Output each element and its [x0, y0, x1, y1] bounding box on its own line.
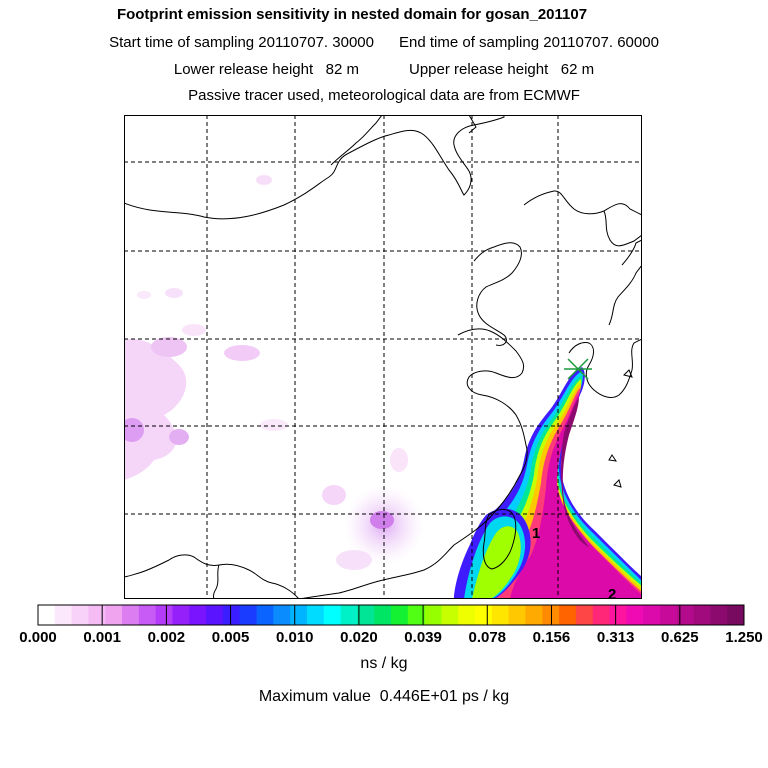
colorbar-tick-label: 0.313	[596, 629, 635, 646]
maximum-value-text: Maximum value 0.446E+01 ps / kg	[258, 688, 510, 705]
colorbar-swatch	[155, 605, 173, 625]
start-time-text: Start time of sampling 20110707. 30000	[109, 34, 374, 51]
colorbar-swatch	[290, 605, 308, 625]
colorbar-tick-label: 0.005	[211, 629, 250, 646]
colorbar-swatch	[71, 605, 89, 625]
colorbar-swatch	[643, 605, 661, 625]
colorbar-swatch	[374, 605, 392, 625]
colorbar-tick-label: 0.020	[340, 629, 378, 646]
colorbar-swatch	[88, 605, 106, 625]
colorbar-swatch	[357, 605, 375, 625]
colorbar-swatch	[206, 605, 224, 625]
coastlines	[124, 115, 642, 599]
end-time-text: End time of sampling 20110707. 60000	[399, 34, 659, 51]
colorbar-tick-label: 0.078	[468, 629, 507, 646]
colorbar-swatch	[407, 605, 426, 625]
colorbar-swatch	[424, 605, 442, 625]
gridlines	[124, 115, 642, 599]
colorbar-swatch	[575, 605, 594, 625]
tracer-info: Passive tracer used, meteorological data…	[188, 87, 580, 104]
colorbar-swatch	[122, 605, 140, 625]
colorbar-tick-label: 0.000	[19, 629, 57, 646]
colorbar-swatch	[306, 605, 325, 625]
colorbar-swatch	[239, 605, 258, 625]
colorbar-swatch	[525, 605, 543, 625]
colorbar-swatch	[105, 605, 123, 625]
taiwan-sensitivity	[457, 508, 531, 599]
colorbar-swatch	[54, 605, 73, 625]
colorbar-swatch	[491, 605, 510, 625]
lower-height-text: Lower release height 82 m	[173, 61, 359, 78]
colorbar-swatch	[542, 605, 560, 625]
upper-height-text: Upper release height 62 m	[409, 61, 595, 78]
receptor-site-marker	[564, 358, 592, 380]
colorbar-swatch	[508, 605, 526, 625]
colorbar-swatch	[441, 605, 459, 625]
colorbar-swatch	[710, 605, 728, 625]
release-height-line: Lower release height 82 m Upper release …	[0, 61, 768, 78]
colorbar-tick-label: 0.010	[275, 629, 314, 646]
plot-title: Footprint emission sensitivity in nested…	[116, 6, 588, 23]
colorbar-swatch	[172, 605, 190, 625]
sampling-time-line: Start time of sampling 20110707. 30000 E…	[0, 34, 768, 51]
colorbar-tick-label: 0.039	[404, 629, 442, 646]
colorbar-swatch	[676, 605, 695, 625]
colorbar-swatch	[189, 605, 207, 625]
colorbar-swatch	[222, 605, 241, 625]
colorbar-swatch	[391, 605, 409, 625]
colorbar-tick-label: 1.250	[725, 629, 763, 646]
colorbar-swatch	[592, 605, 611, 625]
footprint-map: 1 2	[124, 115, 642, 599]
colorbar-tick-label: 0.001	[83, 629, 121, 646]
colorbar-swatch	[256, 605, 274, 625]
colorbar-swatch	[138, 605, 157, 625]
colorbar-tick-label: 0.625	[661, 629, 699, 646]
colorbar-swatch	[693, 605, 711, 625]
colorbar-swatch	[475, 605, 493, 625]
colorbar-swatch	[727, 605, 745, 625]
colorbar-swatch	[559, 605, 577, 625]
colorbar-swatch	[340, 605, 358, 625]
colorbar-unit: ns / kg	[360, 655, 408, 672]
colorbar-border	[37, 604, 745, 626]
colorbar-swatch	[323, 605, 342, 625]
colorbar-swatch	[626, 605, 644, 625]
colorbar-swatch	[273, 605, 291, 625]
colorbar-swatch	[38, 605, 56, 625]
colorbar-tick-label: 0.002	[147, 629, 186, 646]
trajectory-label-2: 2	[608, 586, 616, 599]
colorbar	[37, 604, 745, 631]
trajectory-label-1: 1	[532, 525, 540, 542]
colorbar-swatch	[659, 605, 678, 625]
colorbar-tick-label: 0.156	[532, 629, 571, 646]
low-sensitivity-patches	[124, 175, 424, 570]
colorbar-swatch	[609, 605, 627, 625]
colorbar-swatch	[458, 605, 476, 625]
